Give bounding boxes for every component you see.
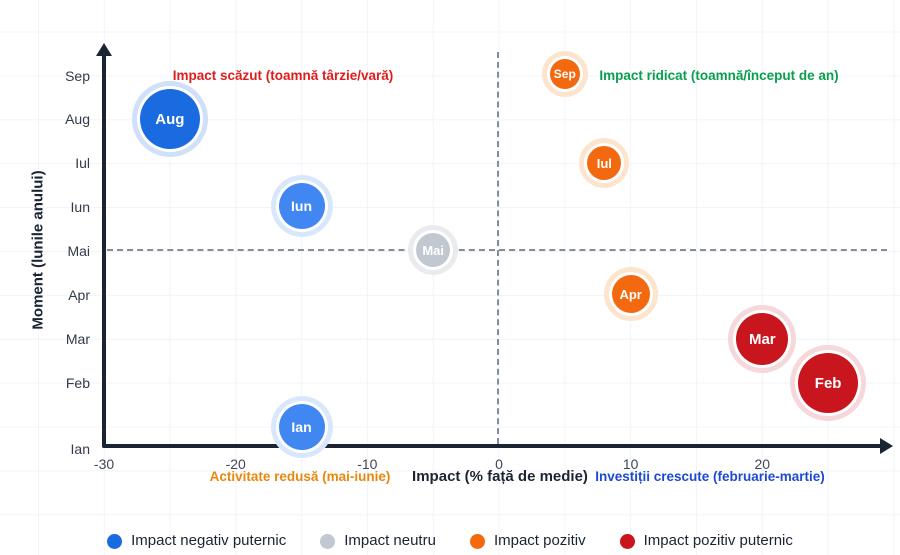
y-tick-mar: Mar bbox=[65, 331, 90, 347]
bubble-label: Mai bbox=[422, 242, 444, 258]
bubble-label: Feb bbox=[814, 374, 842, 392]
x-axis-title: Impact (% față de medie) bbox=[412, 468, 588, 485]
legend-dot-icon bbox=[619, 533, 635, 549]
y-tick-aug: Aug bbox=[65, 111, 90, 127]
bubble-iul[interactable]: Iul bbox=[587, 146, 622, 180]
legend-dot-icon bbox=[469, 533, 485, 549]
y-axis-arrow-icon bbox=[96, 43, 112, 56]
legend-label: Impact neutru bbox=[344, 532, 436, 549]
bubble-label: Aug bbox=[155, 110, 185, 128]
bubble-label: Apr bbox=[619, 286, 642, 302]
x-tick-10: 10 bbox=[622, 456, 639, 472]
legend-dot-icon bbox=[107, 533, 123, 549]
legend-label: Impact pozitiv bbox=[493, 532, 586, 549]
legend-item-negativ-puternic[interactable]: Impact negativ puternic bbox=[107, 532, 286, 550]
y-tick-ian: Ian bbox=[70, 441, 90, 457]
x-axis-arrow-icon bbox=[880, 438, 893, 454]
legend-label: Impact negativ puternic bbox=[131, 532, 287, 549]
x-tick-0: 0 bbox=[495, 456, 503, 472]
chart-legend: Impact negativ puternic Impact neutru Impa… bbox=[0, 527, 900, 555]
bubble-mai[interactable]: Mai bbox=[416, 233, 451, 267]
bubble-label: Sep bbox=[553, 67, 576, 81]
x-axis-line bbox=[102, 444, 882, 448]
y-tick-sep: Sep bbox=[65, 68, 90, 84]
bubble-mar[interactable]: Mar bbox=[736, 313, 789, 365]
y-axis-line bbox=[102, 54, 106, 448]
y-tick-mai: Mai bbox=[67, 243, 90, 259]
bubble-sep[interactable]: Sep bbox=[549, 59, 580, 89]
bubble-label: Iun bbox=[291, 198, 313, 214]
y-tick-apr: Apr bbox=[68, 287, 90, 303]
annotation-top-right: Impact ridicat (toamnă/început de an) bbox=[599, 68, 839, 83]
y-tick-feb: Feb bbox=[65, 375, 90, 391]
annotation-bottom-right: Investiții crescute (februarie-martie) bbox=[595, 469, 825, 484]
legend-label: Impact pozitiv puternic bbox=[643, 532, 793, 549]
bubble-label: Iul bbox=[596, 155, 612, 171]
x-tick--30: -30 bbox=[93, 456, 115, 472]
x-tick--10: -10 bbox=[357, 456, 378, 472]
bubble-feb[interactable]: Feb bbox=[798, 353, 859, 413]
bubble-aug[interactable]: Aug bbox=[139, 89, 200, 149]
bubble-label: Mar bbox=[748, 330, 776, 348]
annotation-top-left: Impact scăzut (toamnă târzie/vară) bbox=[172, 68, 394, 83]
bubble-iun[interactable]: Iun bbox=[278, 183, 325, 229]
legend-item-pozitiv[interactable]: Impact pozitiv bbox=[469, 532, 586, 550]
bubble-label: Ian bbox=[291, 419, 312, 435]
bubble-apr[interactable]: Apr bbox=[611, 275, 650, 313]
legend-item-pozitiv-puternic[interactable]: Impact pozitiv puternic bbox=[619, 532, 793, 550]
legend-dot-icon bbox=[320, 533, 336, 549]
x-tick-20: 20 bbox=[754, 456, 771, 472]
bubble-ian[interactable]: Ian bbox=[278, 404, 325, 450]
y-tick-iun: Iun bbox=[70, 199, 90, 215]
legend-item-neutru[interactable]: Impact neutru bbox=[320, 532, 436, 550]
annotation-bottom-left: Activitate redusă (mai-iunie) bbox=[209, 469, 391, 484]
vertical-reference-line bbox=[497, 52, 499, 444]
y-tick-iul: Iul bbox=[75, 155, 90, 171]
x-tick--20: -20 bbox=[225, 456, 246, 472]
